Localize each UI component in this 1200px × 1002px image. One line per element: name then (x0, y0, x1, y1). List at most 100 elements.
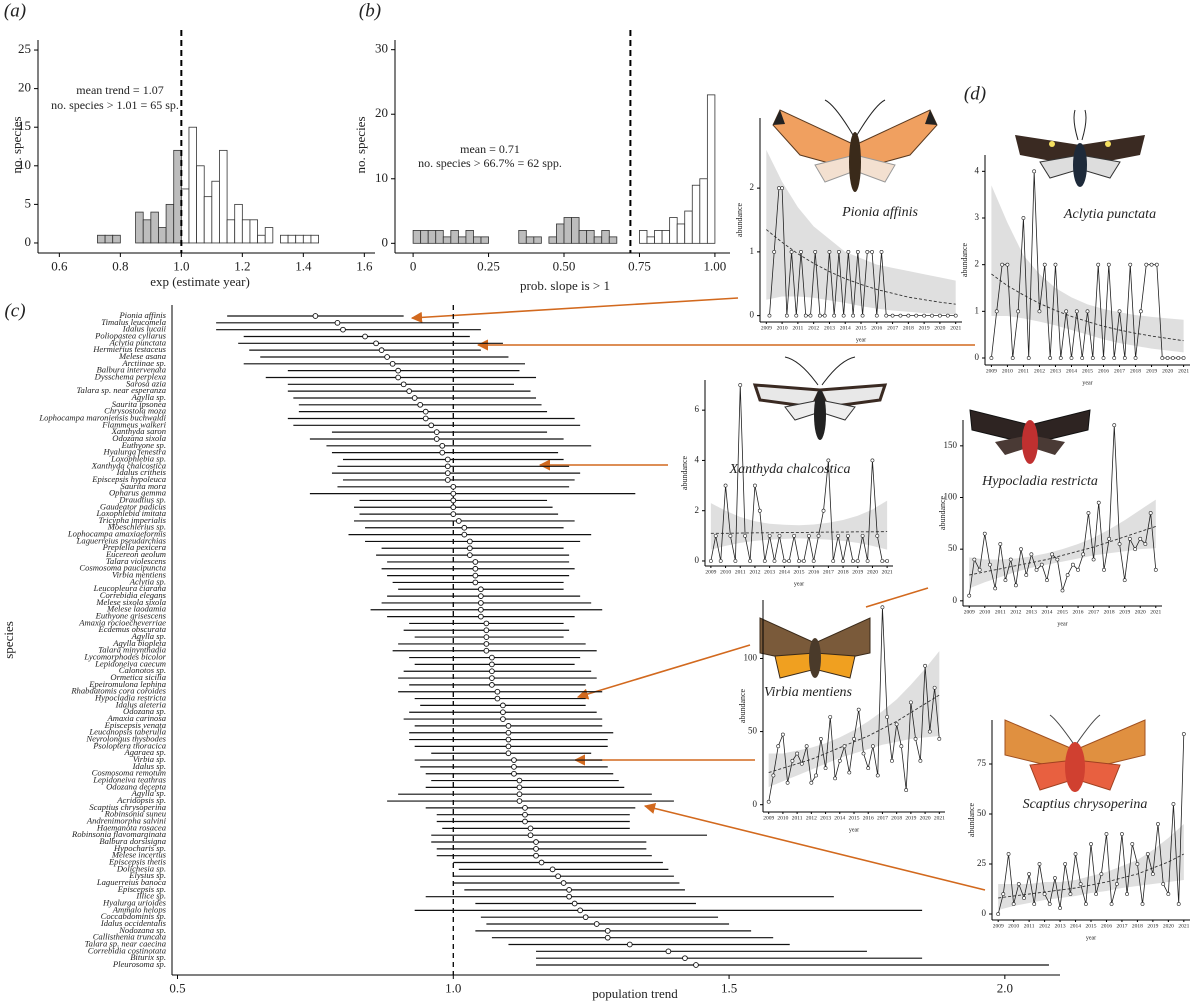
x-tick-label: 2010 (777, 816, 788, 822)
x-tick-label: 2021 (950, 326, 961, 332)
species-label: Cosmosoma paucipuncta (79, 563, 166, 573)
species-label: Hyalurga fenestra (103, 447, 166, 457)
abundance-point (803, 313, 808, 318)
estimate-point (527, 825, 534, 832)
x-tick-label: 0.50 (553, 258, 576, 273)
y-axis-label: abundance (967, 802, 976, 837)
x-tick-label: 1.0 (173, 258, 189, 273)
estimate-point (533, 839, 539, 845)
species-name: Scaptius chrysoperina (1023, 797, 1148, 812)
y-tick-label: 5 (25, 195, 32, 210)
y-tick-label: 30 (375, 41, 388, 56)
x-tick-label: 2019 (852, 570, 863, 576)
abundance-point (1003, 578, 1008, 583)
estimate-point (439, 449, 446, 456)
species-label: Lycomorphodes bicolor (83, 652, 166, 662)
abundance-point (1026, 356, 1031, 360)
x-tick-label: 2020 (1135, 610, 1146, 616)
x-axis-label: year (1082, 380, 1092, 386)
abundance-point (1074, 309, 1079, 314)
abundance-point (1011, 902, 1016, 906)
species-label: Odozana sixola (112, 433, 166, 443)
species-label: Coccabdominis sp. (101, 911, 166, 921)
estimate-point (478, 613, 484, 620)
x-tick-label: 2012 (1034, 369, 1045, 375)
x-tick-label: 2013 (820, 816, 831, 822)
estimate-point (422, 408, 429, 415)
estimate-point (483, 647, 490, 654)
abundance-point (832, 313, 837, 318)
abundance-point (1085, 309, 1090, 314)
estimate-point (511, 770, 517, 777)
x-axis-label: exp (estimate year) (150, 274, 250, 289)
abundance-point (1117, 542, 1122, 546)
species-label: Prepiella pexicera (102, 542, 166, 552)
histogram-bar (578, 230, 588, 244)
estimate-point (444, 456, 451, 463)
species-label: Flammeus walkeri (101, 419, 166, 429)
y-tick-label: 0 (982, 908, 987, 918)
histogram-bar (135, 211, 144, 244)
y-tick-label: 0 (750, 310, 755, 320)
abundance-point (837, 249, 841, 254)
abundance-point (1181, 732, 1186, 736)
abundance-point (1078, 882, 1083, 886)
abundance-point (1063, 862, 1068, 866)
x-tick-label: 2010 (979, 610, 990, 616)
species-label: Dysschema perplexa (94, 371, 166, 381)
abundance-point (1022, 896, 1026, 900)
abundance-point (842, 744, 847, 749)
species-label: Pleurosoma sp. (112, 959, 166, 969)
x-tick-label: 2018 (838, 570, 849, 576)
abundance-point (890, 313, 895, 318)
abundance-point (762, 559, 767, 563)
estimate-point (505, 736, 512, 743)
abundance-point (1042, 262, 1047, 267)
abundance-point (733, 559, 738, 563)
y-axis-label: no. species (353, 116, 368, 173)
abundance-point (728, 533, 733, 538)
confidence-ribbon (969, 499, 1156, 589)
abundance-point (1148, 511, 1153, 515)
x-tick-label: 2011 (1024, 924, 1035, 930)
x-tick-label: 2012 (808, 326, 819, 332)
estimate-point (395, 367, 401, 374)
abundance-point (1120, 832, 1124, 836)
abundance-point (799, 249, 803, 254)
abundance-point (799, 761, 804, 766)
x-tick-label: 2014 (1066, 369, 1077, 375)
abundance-point (813, 249, 818, 254)
abundance-point (1053, 876, 1057, 880)
abundance-point (972, 557, 977, 562)
estimate-point (560, 880, 567, 886)
y-tick-label: 150 (944, 440, 958, 450)
annotation: mean trend = 1.07 (76, 83, 163, 97)
species-label: Loxophlebia imitata (96, 508, 166, 518)
species-label: Hypocharis sp. (113, 843, 166, 853)
estimate-point (682, 955, 688, 962)
abundance-point (1127, 536, 1132, 541)
species-label: Pionia affinis (118, 310, 166, 320)
histogram-bar (165, 203, 175, 244)
histogram-bar (264, 227, 274, 244)
histogram-bar (302, 234, 312, 244)
estimate-point (455, 518, 462, 524)
abundance-point (1065, 573, 1070, 577)
abundance-point (1081, 552, 1086, 557)
abundance-point (795, 751, 800, 756)
species-label: Moeschlerius sp. (107, 522, 166, 532)
abundance-point (1161, 882, 1166, 886)
estimate-point (489, 661, 495, 668)
histogram-bar (150, 211, 159, 244)
abundance-point (1122, 578, 1127, 583)
histogram-bar (280, 234, 289, 244)
abundance-point (1153, 567, 1158, 572)
abundance-point (789, 249, 794, 254)
x-tick-label: 2019 (1119, 610, 1130, 616)
x-tick-label: 0.6 (51, 258, 68, 273)
moth-photo (772, 99, 938, 192)
histogram-bar (112, 234, 121, 244)
histogram-bar (211, 180, 220, 244)
abundance-point (821, 508, 826, 513)
abundance-point (875, 773, 880, 778)
